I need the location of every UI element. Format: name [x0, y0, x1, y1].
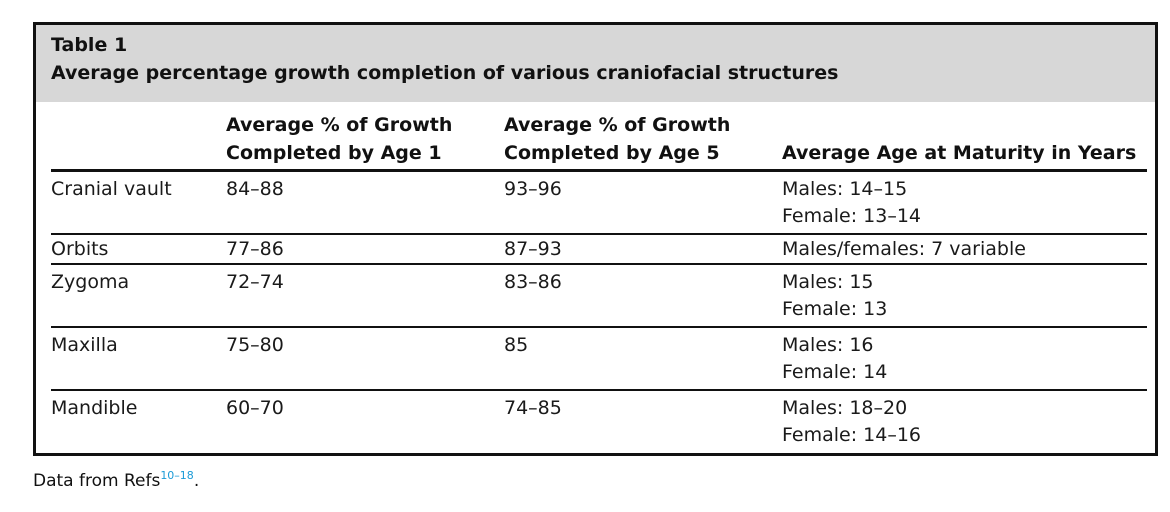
cell-structure: Cranial vault	[51, 178, 172, 200]
cell-structure: Maxilla	[51, 326, 226, 390]
table-header: Average % of Growth Completed by Age 1 Ave…	[51, 111, 1147, 172]
cell-maturity: Males: 15 Female: 13	[782, 263, 1147, 327]
table-row: Mandible 60–70 74–85 Males: 18–20 Female: 14…	[51, 389, 1147, 452]
footnote-end: .	[193, 471, 200, 491]
maturity-line: Males: 14–15	[782, 178, 908, 200]
maturity-line: Female: 13–14	[782, 205, 921, 227]
header-structure	[51, 111, 226, 172]
header-age1: Average % of Growth Completed by Age 1	[226, 111, 504, 172]
footnote-ref-link[interactable]: 10–18	[160, 469, 194, 482]
cell-age5: 83–86	[504, 263, 782, 327]
maturity-line: Males: 18–20	[782, 397, 908, 419]
cell-structure: Mandible	[51, 389, 226, 452]
cell-age1: 75–80	[226, 326, 504, 390]
cell-structure: Zygoma	[51, 263, 226, 327]
cell-maturity: Males: 18–20 Female: 14–16	[782, 389, 1147, 452]
cell-age5: 74–85	[504, 389, 782, 452]
table-row: Zygoma 72–74 83–86 Males: 15 Female: 13	[51, 263, 1147, 327]
footnote-text: Data from Refs	[33, 471, 161, 491]
cell-age1: 84–88	[226, 178, 284, 200]
cell-age1: 60–70	[226, 389, 504, 452]
maturity-line: Males/females: 7 variable	[782, 238, 1026, 260]
cell-structure: Orbits	[51, 233, 226, 264]
table-frame: Table 1 Average percentage growth comple…	[33, 22, 1158, 456]
header-age5: Average % of Growth Completed by Age 5	[504, 111, 782, 172]
table-caption: Table 1 Average percentage growth comple…	[36, 25, 1155, 102]
cell-maturity: Males: 14–15 Female: 13–14	[782, 171, 1147, 235]
table-title: Average percentage growth completion of …	[51, 62, 839, 84]
maturity-line: Female: 14	[782, 361, 888, 383]
maturity-line: Males: 15	[782, 271, 874, 293]
footnote: Data from Refs10–18.	[33, 464, 199, 493]
cell-age5: 85	[504, 326, 782, 390]
table-body: Cranial vault 84–88 93–96 Males: 14–15 Femal…	[51, 171, 1147, 452]
cell-maturity: Males/females: 7 variable	[782, 233, 1147, 264]
maturity-line: Female: 13	[782, 298, 888, 320]
cell-age1: 72–74	[226, 263, 504, 327]
cell-maturity: Males: 16 Female: 14	[782, 326, 1147, 390]
table-row: Orbits 77–86 87–93 Males/females: 7 variabl…	[51, 233, 1147, 264]
cell-age5: 87–93	[504, 233, 782, 264]
header-maturity: Average Age at Maturity in Years	[782, 111, 1147, 172]
growth-table: Average % of Growth Completed by Age 1 Ave…	[51, 111, 1147, 452]
table-row: Maxilla 75–80 85 Males: 16 Female: 14	[51, 326, 1147, 390]
maturity-line: Males: 16	[782, 334, 874, 356]
cell-age1: 77–86	[226, 233, 504, 264]
cell-age5: 93–96	[504, 178, 562, 200]
maturity-line: Female: 14–16	[782, 424, 921, 446]
header-row: Average % of Growth Completed by Age 1 Ave…	[51, 111, 1147, 172]
table-row: Cranial vault 84–88 93–96 Males: 14–15 Femal…	[51, 171, 1147, 235]
table-label: Table 1	[51, 34, 128, 56]
